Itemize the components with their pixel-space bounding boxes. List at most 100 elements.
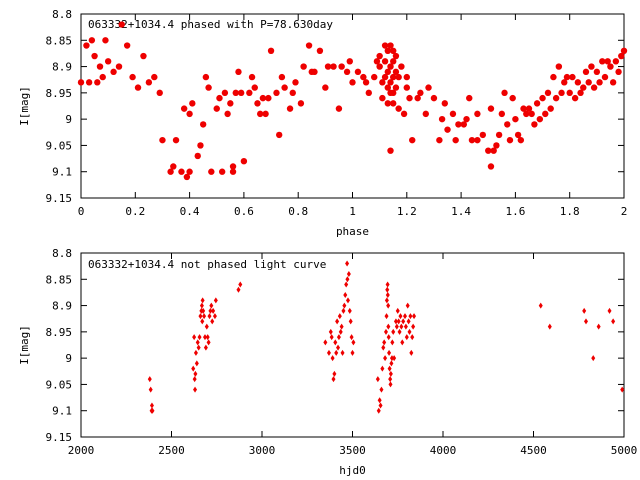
data-point — [286, 105, 294, 112]
data-point — [371, 73, 378, 81]
x-tick-label: 0.2 — [125, 205, 145, 218]
data-point — [409, 136, 416, 144]
data-point — [148, 386, 153, 393]
data-point — [209, 302, 214, 309]
y-tick-label: 8.85 — [46, 34, 73, 47]
chart-title: 063332+1034.4 not phased light curve — [88, 258, 326, 271]
data-point — [118, 21, 125, 28]
data-point — [386, 334, 391, 341]
data-point — [289, 89, 296, 97]
data-point — [339, 323, 344, 330]
data-point — [387, 79, 394, 86]
data-point — [205, 334, 210, 341]
data-point — [202, 313, 207, 320]
data-point — [240, 158, 248, 165]
data-point — [385, 292, 390, 299]
data-point — [193, 386, 198, 393]
data-point — [330, 63, 337, 70]
data-point — [343, 292, 348, 299]
x-tick-label: 1.2 — [397, 205, 417, 218]
data-point — [376, 407, 381, 414]
data-point — [399, 323, 404, 330]
data-point — [180, 105, 188, 112]
data-point — [194, 152, 201, 160]
data-point — [517, 136, 525, 144]
data-point — [406, 94, 413, 102]
data-point — [599, 58, 606, 65]
data-point — [104, 58, 112, 65]
data-point — [392, 355, 397, 362]
data-point — [604, 58, 611, 65]
data-point — [373, 58, 381, 65]
x-tick-label: 0.8 — [288, 205, 308, 218]
y-axis-label: I[mag] — [18, 86, 31, 126]
data-point — [348, 318, 353, 325]
data-point — [221, 89, 229, 97]
data-point — [340, 349, 345, 356]
data-point — [577, 89, 584, 97]
data-point — [381, 58, 389, 65]
data-point — [387, 147, 394, 154]
data-point — [386, 323, 391, 330]
data-point — [474, 136, 481, 144]
data-point — [236, 286, 241, 293]
y-tick-label: 8.95 — [46, 326, 73, 339]
data-point — [262, 110, 269, 118]
data-point — [387, 349, 392, 356]
data-point — [387, 365, 392, 372]
data-point — [400, 110, 408, 118]
data-point — [332, 370, 337, 377]
data-point — [449, 110, 457, 118]
data-point — [618, 52, 625, 60]
data-point — [596, 323, 601, 330]
data-point — [227, 100, 234, 107]
data-point — [441, 100, 449, 107]
data-point — [145, 79, 153, 86]
data-point — [558, 89, 565, 97]
y-tick-label: 9.15 — [46, 431, 73, 444]
data-point — [403, 84, 410, 91]
data-point — [406, 318, 411, 325]
data-point — [335, 105, 343, 112]
y-tick-label: 8.9 — [52, 61, 72, 74]
data-point — [349, 334, 354, 341]
data-point — [544, 89, 552, 97]
data-point — [397, 328, 402, 335]
data-point — [156, 89, 163, 97]
data-point — [485, 147, 492, 154]
data-point — [386, 302, 391, 309]
data-point — [170, 163, 177, 170]
data-point — [330, 355, 335, 362]
x-tick-label: 0.4 — [180, 205, 200, 218]
data-point — [354, 68, 362, 76]
data-point — [194, 360, 199, 367]
data-point — [455, 121, 462, 128]
data-point — [539, 94, 546, 102]
y-tick-label: 8.95 — [46, 87, 73, 100]
data-point — [342, 302, 347, 309]
data-point — [391, 328, 396, 335]
x-tick-label: 3000 — [249, 444, 276, 457]
data-point — [147, 376, 152, 383]
x-axis-label: phase — [336, 225, 369, 238]
data-point — [501, 89, 508, 97]
data-point — [388, 376, 393, 383]
data-point — [193, 370, 198, 377]
data-point — [409, 349, 414, 356]
data-point — [547, 323, 552, 330]
data-point — [414, 94, 421, 102]
data-point — [378, 402, 383, 409]
data-point — [574, 79, 582, 86]
data-point — [452, 136, 459, 144]
y-tick-label: 9 — [65, 113, 72, 126]
data-point — [346, 271, 351, 278]
data-point — [305, 42, 313, 49]
data-point — [208, 168, 215, 175]
data-point — [323, 339, 328, 346]
data-point — [191, 365, 196, 372]
data-point — [542, 110, 549, 118]
data-point — [383, 355, 388, 362]
x-tick-label: 5000 — [611, 444, 638, 457]
plot-frame — [80, 252, 625, 438]
data-point — [333, 339, 338, 346]
